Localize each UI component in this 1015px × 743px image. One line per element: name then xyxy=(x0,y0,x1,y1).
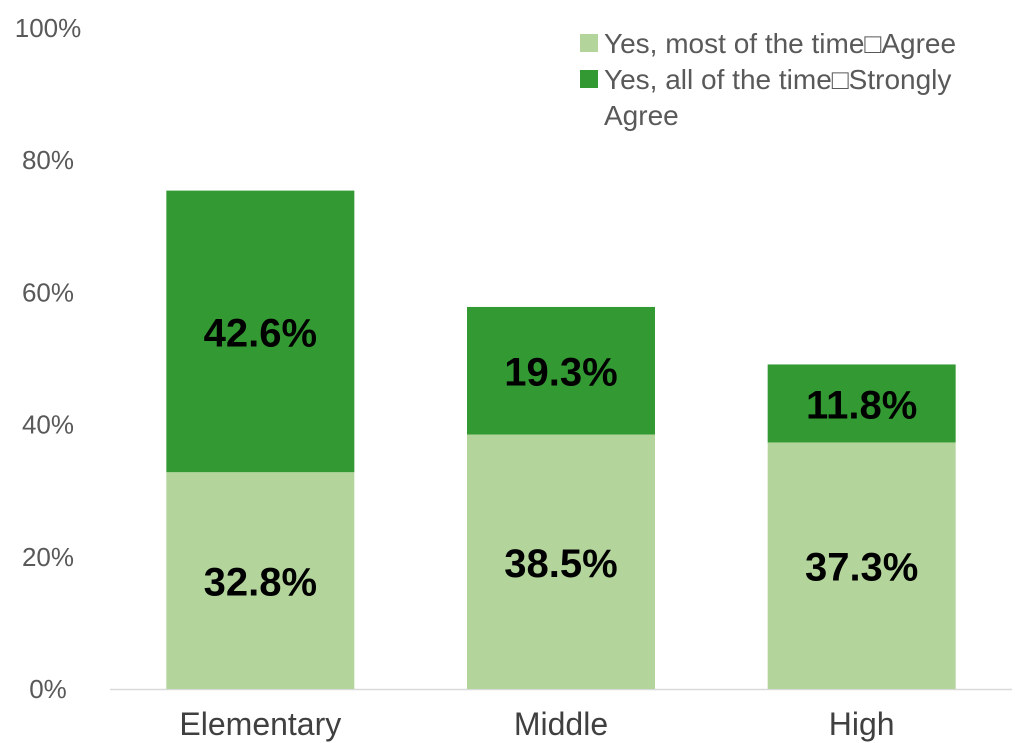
legend: Yes, most of the time□Agree Yes, all of t… xyxy=(580,28,956,131)
data-label: 11.8% xyxy=(806,383,917,427)
y-tick-label: 60% xyxy=(22,277,74,307)
bar-segment-high-series-1 xyxy=(767,442,956,689)
bar-segment-middle-series-1 xyxy=(467,434,655,689)
data-label: 42.6% xyxy=(204,311,317,355)
legend-label: Yes, all of the time□Strongly Agree xyxy=(604,64,951,131)
y-tick-label: 80% xyxy=(22,145,74,175)
data-label: 19.3% xyxy=(504,351,617,395)
legend-swatch xyxy=(580,34,598,52)
bar-segment-elementary-series-1 xyxy=(166,472,355,689)
legend-label: Yes, most of the time□Agree xyxy=(604,28,956,59)
y-tick-label: 0% xyxy=(29,674,67,704)
y-tick-label: 20% xyxy=(22,542,74,572)
bars: 32.8% 42.6% 38.5% 19.3% 37.3% 11.8% xyxy=(166,190,956,689)
y-tick-label: 100% xyxy=(15,13,82,43)
x-axis: Elementary Middle High xyxy=(179,706,894,742)
bar-segment-high-series-2 xyxy=(767,364,956,443)
data-label: 32.8% xyxy=(204,561,317,605)
bar-segment-middle-series-2 xyxy=(467,306,655,435)
data-label: 37.3% xyxy=(805,546,918,590)
y-tick-label: 40% xyxy=(22,410,74,440)
x-category-label: Middle xyxy=(514,706,608,742)
legend-swatch xyxy=(580,70,598,88)
x-category-label: Elementary xyxy=(179,706,341,742)
bar-segment-elementary-series-2 xyxy=(166,190,355,473)
data-label: 38.5% xyxy=(504,542,617,586)
x-category-label: High xyxy=(829,706,895,742)
y-axis: 0% 20% 40% 60% 80% 100% xyxy=(15,13,82,704)
